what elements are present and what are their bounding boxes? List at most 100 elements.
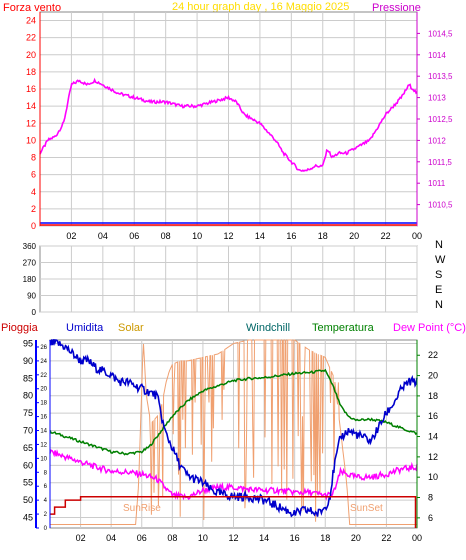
wind-y-tick-label: 12 (26, 118, 36, 128)
dewpoint-y-tick-label: 10 (428, 472, 438, 482)
dewpoint-y-tick-label: 6 (428, 513, 433, 523)
wind-y-tick-label: 16 (26, 84, 36, 94)
rain-y-tick-label: 10 (40, 456, 47, 462)
pressure-y-tick-label: 1014,5 (428, 29, 453, 38)
direction-y-tick-label: 0 (32, 308, 37, 317)
top-x-tick-label: 12 (223, 231, 233, 241)
top-x-ticks: 02 04 06 08 10 12 14 16 18 20 22 00 (66, 231, 422, 241)
direction-gridlines (40, 245, 418, 313)
humidity-y-tick-label: 60 (23, 460, 33, 470)
humidity-axis-title: Umidita (66, 322, 104, 334)
pressure-line (39, 77, 418, 173)
rain-y-tick-label: 16 (40, 415, 47, 421)
humidity-y-ticks: 45 50 55 60 65 70 75 80 85 90 95 (23, 338, 33, 522)
top-x-tick-label: 10 (192, 231, 202, 241)
bottom-x-tick-label: 00 (412, 533, 422, 543)
wind-y-tick-label: 10 (26, 135, 36, 145)
sunrise-label: SunRise (123, 503, 161, 514)
direction-y-tick-label: 360 (23, 242, 37, 251)
humidity-y-tick-label: 55 (23, 478, 33, 488)
bottom-x-tick-label: 12 (228, 533, 238, 543)
dewpoint-y-ticks: 6 8 10 12 14 16 18 20 22 (417, 350, 438, 523)
top-series (39, 77, 418, 226)
rain-y-tick-label: 0 (44, 526, 48, 532)
rain-y-tick-label: 24 (40, 359, 47, 365)
pressure-y-tick-label: 1011 (428, 179, 446, 188)
rain-axis-title: Pioggia (1, 322, 39, 334)
direction-y-tick-label: 90 (27, 292, 36, 301)
humidity-y-tick-label: 65 (23, 443, 33, 453)
humidity-y-tick-label: 80 (23, 391, 33, 401)
pressure-y-tick-label: 1013,5 (428, 72, 453, 81)
humidity-y-tick-label: 70 (23, 426, 33, 436)
rain-y-tick-label: 22 (40, 373, 47, 379)
pressure-axis-title: Pressione (372, 2, 421, 14)
direction-label: W (435, 254, 446, 266)
humidity-y-tick-label: 50 (23, 495, 33, 505)
top-x-tick-label: 22 (381, 231, 391, 241)
pressure-y-tick-label: 1014 (428, 51, 446, 60)
pressure-y-ticks: 1010,5 1011 1011,5 1012 1012,5 1013 1013,5 1014… (417, 29, 453, 210)
dewpoint-y-tick-label: 12 (428, 452, 438, 462)
bottom-x-ticks: 02 04 06 08 10 12 14 16 18 20 22 00 (76, 533, 422, 543)
direction-label: E (435, 284, 442, 296)
pressure-y-tick-label: 1010,5 (428, 201, 453, 210)
bottom-x-tick-label: 20 (351, 533, 361, 543)
top-x-tick-label: 18 (318, 231, 328, 241)
pressure-y-tick-label: 1012 (428, 136, 446, 145)
rain-y-tick-label: 18 (40, 401, 47, 407)
temperature-line (49, 368, 418, 456)
dewpoint-line (49, 449, 418, 502)
pressure-y-tick-label: 1012,5 (428, 115, 453, 124)
direction-label: N (435, 299, 443, 311)
rain-y-tick-label: 26 (40, 345, 47, 351)
wind-y-tick-label: 2 (31, 204, 36, 214)
dewpoint-y-tick-label: 18 (428, 391, 438, 401)
wind-y-tick-label: 24 (26, 16, 36, 26)
dewpoint-y-tick-label: 8 (428, 493, 433, 503)
top-x-tick-label: 00 (412, 231, 422, 241)
middle-plot: 0 90 180 270 360 (23, 242, 418, 317)
direction-y-tick-label: 270 (23, 259, 37, 268)
top-x-tick-label: 14 (255, 231, 265, 241)
direction-y-tick-label: 180 (23, 275, 37, 284)
rain-y-tick-label: 6 (44, 484, 48, 490)
wind-y-tick-label: 4 (31, 187, 36, 197)
bottom-series (49, 339, 418, 528)
pressure-y-tick-label: 1011,5 (428, 158, 452, 167)
top-x-tick-label: 16 (286, 231, 296, 241)
solar-line (50, 339, 417, 525)
wind-y-tick-label: 18 (26, 67, 36, 77)
dewpoint-y-tick-label: 16 (428, 411, 438, 421)
top-plot: 02 04 06 08 10 12 14 16 18 20 22 00 024681012141618… (26, 11, 453, 241)
rain-y-tick-label: 2 (44, 512, 48, 518)
pressure-y-tick-label: 1013 (428, 94, 446, 103)
dewpoint-y-tick-label: 14 (428, 432, 438, 442)
humidity-y-tick-label: 75 (23, 408, 33, 418)
rain-y-tick-label: 14 (40, 429, 47, 435)
wind-y-tick-label: 0 (31, 221, 36, 231)
wind-y-tick-label: 8 (31, 153, 36, 163)
humidity-y-tick-label: 45 (23, 513, 33, 523)
sunset-label: SunSet (350, 503, 383, 514)
bottom-x-tick-label: 06 (137, 533, 147, 543)
humidity-y-tick-label: 85 (23, 373, 33, 383)
rain-y-tick-label: 12 (40, 442, 47, 448)
dewpoint-axis-title: Dew Point (°C) (393, 322, 466, 334)
top-x-tick-label: 02 (66, 231, 76, 241)
rain-line (50, 495, 417, 528)
dewpoint-y-tick-label: 22 (428, 350, 438, 360)
bottom-x-tick-label: 22 (381, 533, 391, 543)
windchill-legend: Windchill (246, 322, 290, 334)
wind-axis-title: Forza vento (3, 2, 61, 14)
direction-label: S (435, 269, 442, 281)
dewpoint-y-tick-label: 20 (428, 371, 438, 381)
rain-y-tick-label: 4 (44, 498, 48, 504)
chart-title: 24 hour graph day , 16 Maggio 2025 (172, 1, 349, 13)
wind-y-tick-label: 6 (31, 170, 36, 180)
top-x-tick-label: 06 (129, 231, 139, 241)
